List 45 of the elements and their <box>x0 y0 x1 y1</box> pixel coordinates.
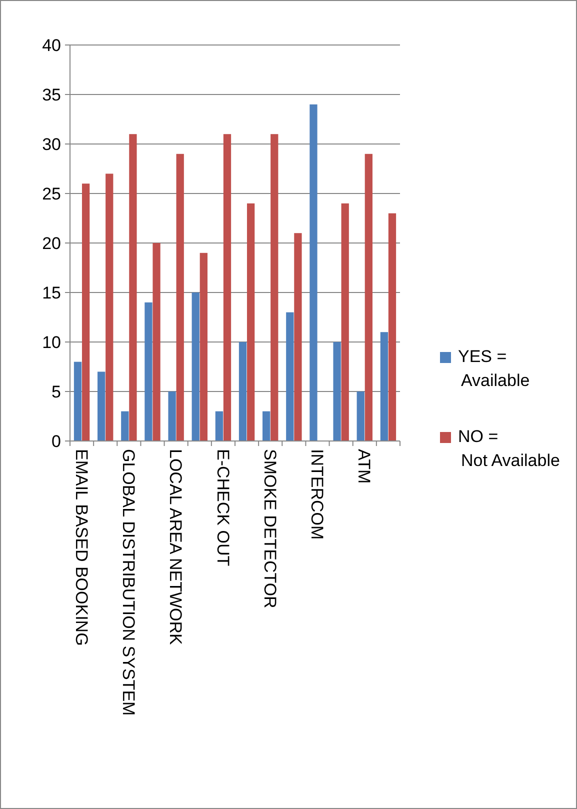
x-tick-label: E-CHECK OUT <box>213 449 232 566</box>
y-tick-label: 10 <box>42 332 61 352</box>
bar <box>200 252 208 441</box>
y-tick-label: 15 <box>42 283 61 302</box>
bar <box>286 312 294 441</box>
x-tick-label: INTERCOM <box>308 449 327 540</box>
y-tick-label: 20 <box>42 234 61 253</box>
x-tick-label: SMOKE DETECTOR <box>260 449 280 608</box>
bar <box>310 104 318 441</box>
bar <box>333 342 341 441</box>
x-tick-label: GLOBAL DISTRIBUTION SYSTEM <box>118 449 138 716</box>
bar <box>82 184 90 441</box>
bar <box>129 134 137 441</box>
bar <box>238 342 247 441</box>
bar <box>262 411 270 441</box>
x-tick-label: EMAIL BASED BOOKING <box>72 449 91 646</box>
legend-label: NO = Not Available <box>458 427 560 470</box>
x-tick-label: ATM <box>354 449 374 484</box>
bar <box>341 203 349 441</box>
bar <box>215 411 224 441</box>
bar <box>380 332 388 441</box>
y-tick-label: 25 <box>42 184 61 204</box>
bar <box>223 134 232 441</box>
bar <box>246 203 255 441</box>
y-tick-label: 5 <box>52 382 61 402</box>
bar <box>98 372 106 441</box>
bar <box>106 174 114 441</box>
bar <box>356 392 364 441</box>
bar <box>294 233 302 441</box>
bar <box>176 154 184 441</box>
legend-label: YES = Available <box>458 347 530 390</box>
bar <box>152 243 160 441</box>
bar <box>192 292 200 441</box>
bar <box>121 411 129 441</box>
bar <box>144 302 152 441</box>
x-tick-label: LOCAL AREA NETWORK <box>166 449 186 646</box>
bar <box>168 392 176 441</box>
bar <box>388 213 396 441</box>
bar <box>270 134 278 441</box>
y-tick-label: 35 <box>42 85 61 104</box>
y-tick-label: 30 <box>42 134 61 154</box>
bar <box>364 154 372 441</box>
y-tick-label: 0 <box>52 432 61 451</box>
y-tick-label: 40 <box>42 36 61 55</box>
bar <box>74 362 82 441</box>
